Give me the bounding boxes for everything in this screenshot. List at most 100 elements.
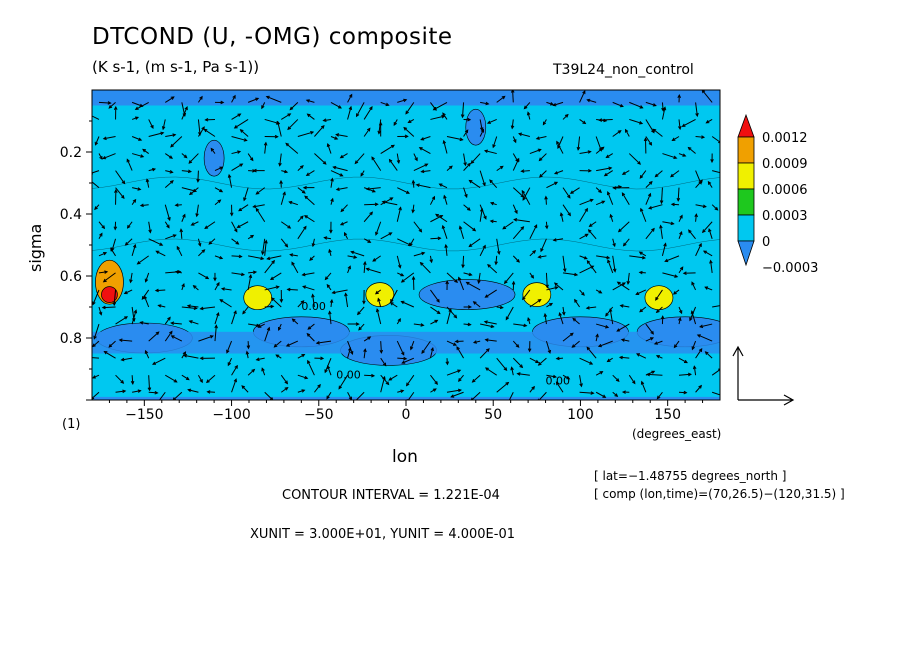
wind-arrow xyxy=(363,238,371,243)
wind-arrow xyxy=(661,107,666,120)
wind-arrow xyxy=(478,272,481,284)
wind-arrow xyxy=(446,306,457,318)
wind-arrow xyxy=(307,360,315,376)
wind-arrow xyxy=(403,127,415,137)
wind-arrow xyxy=(132,390,141,393)
wind-arrow xyxy=(678,266,684,274)
wind-arrow-head xyxy=(101,305,106,310)
wind-arrow-head xyxy=(709,259,713,264)
wind-arrow xyxy=(479,245,486,257)
wind-arrow xyxy=(413,221,422,233)
wind-arrow-head xyxy=(237,113,242,117)
wind-arrow-head xyxy=(331,290,336,295)
wind-arrow-head xyxy=(584,233,589,238)
wind-arrow-head xyxy=(626,280,631,285)
wind-arrow xyxy=(332,289,348,294)
wind-arrow xyxy=(92,340,100,347)
wind-arrow xyxy=(495,255,498,265)
wind-arrow-head xyxy=(199,95,203,100)
wind-arrow-head xyxy=(132,198,137,203)
wind-arrow xyxy=(314,153,327,165)
wind-arrow xyxy=(518,133,530,137)
wind-arrow-head xyxy=(311,243,316,248)
wind-arrow-head xyxy=(503,367,508,372)
wind-arrow xyxy=(695,102,698,117)
wind-arrow-head xyxy=(492,144,496,149)
wind-arrow xyxy=(645,323,654,335)
wind-arrow xyxy=(130,272,133,283)
wind-arrow-head xyxy=(480,128,485,133)
wind-arrow xyxy=(306,170,315,176)
wind-arrow xyxy=(662,153,677,159)
wind-arrow-head xyxy=(208,241,213,245)
wind-arrow xyxy=(487,118,497,124)
wind-arrow xyxy=(443,195,448,205)
wind-arrow-head xyxy=(648,180,653,185)
wind-arrow-head xyxy=(265,95,270,100)
wind-arrow xyxy=(264,305,274,308)
wind-arrow xyxy=(412,204,415,213)
wind-arrow-head xyxy=(110,247,114,252)
wind-arrow xyxy=(291,262,299,274)
wind-arrow-head xyxy=(718,140,720,144)
wind-arrow-head xyxy=(679,266,684,271)
wind-arrow-head xyxy=(397,264,402,269)
wind-arrow-head xyxy=(102,278,107,283)
wind-arrow-head xyxy=(246,345,251,350)
wind-arrow xyxy=(297,300,304,308)
wind-arrow-head xyxy=(553,282,558,287)
wind-arrow xyxy=(204,128,216,137)
wind-arrow-head xyxy=(605,325,610,329)
wind-arrow xyxy=(446,369,461,376)
wind-arrow-head xyxy=(679,230,683,235)
wind-arrow xyxy=(406,374,415,386)
wind-arrow xyxy=(485,289,497,298)
wind-arrow-head xyxy=(197,242,202,247)
wind-arrow xyxy=(297,165,304,171)
wind-arrow-head xyxy=(227,173,232,178)
wind-arrow-head xyxy=(130,380,135,386)
wind-arrow-head xyxy=(401,351,405,356)
wind-arrow xyxy=(380,232,392,240)
wind-arrow xyxy=(652,128,663,137)
wind-arrow-head xyxy=(335,133,340,137)
wind-arrow-head xyxy=(284,380,289,385)
wind-arrow-head xyxy=(322,161,327,165)
wind-arrow-head xyxy=(123,290,128,295)
wind-arrow-head xyxy=(385,381,390,386)
wind-arrow-head xyxy=(270,304,275,309)
wind-arrow-head xyxy=(233,378,237,383)
wind-arrow-head xyxy=(569,190,574,194)
wind-arrow xyxy=(125,238,133,246)
wind-arrow-head xyxy=(284,386,289,391)
wind-arrow-head xyxy=(375,231,379,236)
wind-arrow xyxy=(198,335,214,342)
wind-arrow-head xyxy=(636,353,641,357)
wind-arrow xyxy=(256,187,266,195)
wind-arrow xyxy=(468,238,481,247)
wind-arrow xyxy=(695,243,702,257)
wind-arrow-head xyxy=(589,361,594,365)
wind-arrow xyxy=(545,196,547,205)
wind-arrow xyxy=(451,391,464,398)
wind-arrow xyxy=(347,347,351,359)
wind-arrow-head xyxy=(582,120,587,125)
wind-arrow-head xyxy=(286,287,291,292)
wind-arrow-head xyxy=(214,324,218,329)
wind-arrow-head xyxy=(434,319,439,324)
wind-arrow-head xyxy=(421,350,425,355)
wind-arrow xyxy=(562,374,570,380)
wind-arrow-head xyxy=(219,299,224,303)
wind-arrow xyxy=(289,201,299,206)
wind-arrow xyxy=(390,302,398,308)
wind-arrow xyxy=(164,180,174,189)
wind-arrow xyxy=(165,234,176,240)
wind-arrow-head xyxy=(309,257,314,261)
reference-vector-horizontal xyxy=(738,394,795,406)
wind-arrow-head xyxy=(188,320,193,324)
wind-arrow xyxy=(484,150,497,155)
wind-arrow xyxy=(645,337,654,342)
wind-arrow xyxy=(430,289,440,303)
wind-arrow-head xyxy=(520,193,525,198)
wind-arrow-head xyxy=(120,380,125,384)
